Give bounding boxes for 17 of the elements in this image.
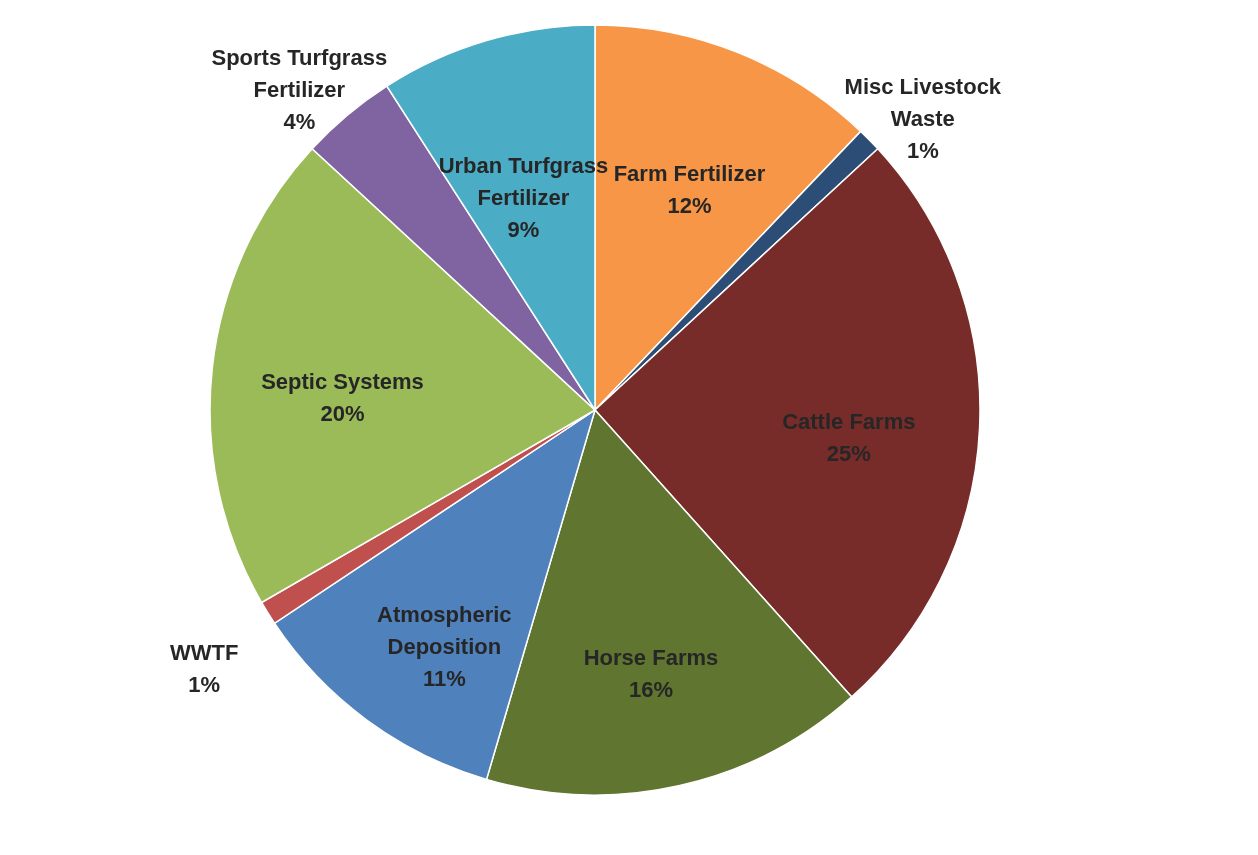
data-label: 20%	[320, 400, 365, 426]
data-label: 11%	[422, 665, 466, 691]
slice-label: Farm Fertilizer	[613, 161, 766, 187]
data-label: 1%	[188, 671, 221, 697]
data-label: 25%	[826, 441, 871, 467]
data-label: 12%	[667, 193, 712, 219]
data-label: 4%	[283, 108, 316, 134]
slice-label: Cattle Farms	[782, 409, 916, 435]
slice-label: Septic Systems	[261, 368, 424, 394]
slice-label: WWTF	[169, 639, 239, 665]
slice-label: Misc Livestock Waste	[844, 74, 1002, 132]
slice-label: Sports Turfgrass Fertilizer	[211, 44, 388, 102]
data-label: 1%	[906, 138, 939, 164]
data-label: 9%	[507, 217, 540, 243]
slice-label: Atmospheric Deposition	[377, 601, 512, 659]
slice-label: Horse Farms	[583, 644, 719, 670]
data-label: 16%	[628, 676, 673, 702]
